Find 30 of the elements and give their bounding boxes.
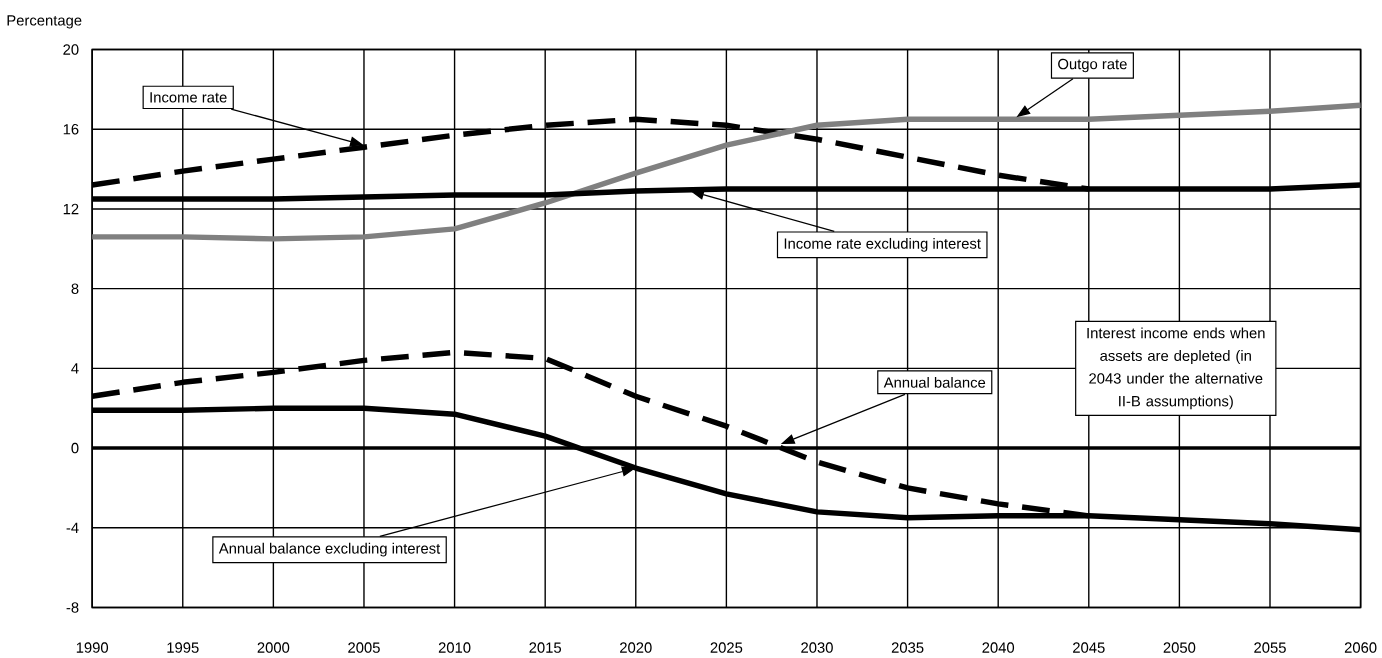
y-tick-label: 12 — [63, 203, 79, 215]
x-tick-label: 2015 — [529, 642, 562, 653]
x-tick-label: 2020 — [620, 642, 652, 653]
x-tick-label: 2030 — [801, 642, 833, 653]
x-tick-label: 2055 — [1254, 642, 1286, 653]
y-axis-title: Percentage — [7, 15, 82, 29]
text: Annual balance — [883, 377, 986, 388]
text: Income rate — [150, 92, 227, 103]
x-tick-label: 2010 — [438, 642, 471, 653]
text: Outgo rate — [1058, 58, 1127, 73]
y-tick-label: 4 — [71, 363, 79, 374]
text: Annual balance excluding interest — [218, 542, 441, 557]
y-tick-label: 16 — [63, 124, 79, 135]
y-tick-label: -4 — [66, 522, 79, 533]
annotation: Interest income ends when assets are depleted (in 2043 under the alternative II-B assumptions) — [1087, 327, 1265, 410]
x-tick-label: 1995 — [167, 642, 199, 653]
y-tick-label: -8 — [66, 602, 79, 613]
y-tick-label: 20 — [63, 44, 79, 55]
text: Income rate excluding interest — [784, 238, 981, 252]
x-tick-label: 2045 — [1073, 642, 1105, 653]
y-tick-label: 8 — [71, 283, 79, 295]
x-tick-label: 2040 — [982, 642, 1015, 653]
x-tick-label: 2000 — [257, 642, 290, 653]
x-tick-label: 2050 — [1163, 642, 1196, 653]
x-tick-label: 2060 — [1344, 642, 1377, 653]
x-tick-label: 2025 — [710, 642, 743, 653]
x-tick-label: 2035 — [891, 642, 924, 653]
x-tick-label: 2005 — [348, 642, 380, 653]
y-tick-label: 0 — [71, 442, 79, 454]
x-tick-label: 1990 — [76, 642, 109, 653]
